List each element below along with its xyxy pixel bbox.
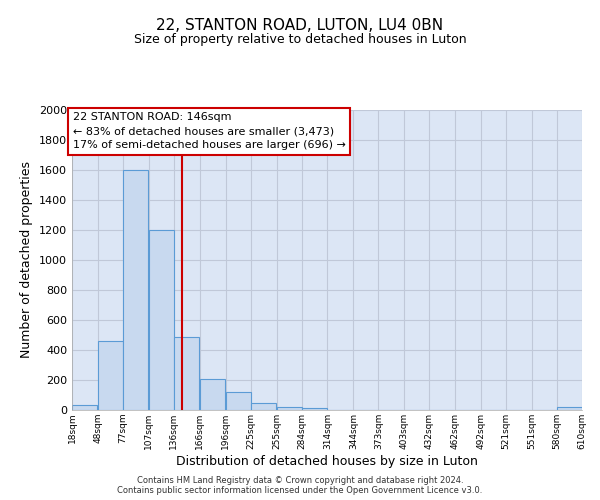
- Text: Size of property relative to detached houses in Luton: Size of property relative to detached ho…: [134, 32, 466, 46]
- Bar: [277, 407, 302, 410]
- Text: Contains public sector information licensed under the Open Government Licence v3: Contains public sector information licen…: [118, 486, 482, 495]
- Text: 22, STANTON ROAD, LUTON, LU4 0BN: 22, STANTON ROAD, LUTON, LU4 0BN: [157, 18, 443, 32]
- Bar: [251, 403, 275, 410]
- Bar: [174, 336, 199, 410]
- Bar: [98, 341, 123, 410]
- Bar: [302, 408, 326, 410]
- Y-axis label: Number of detached properties: Number of detached properties: [20, 162, 34, 358]
- Text: Contains HM Land Registry data © Crown copyright and database right 2024.: Contains HM Land Registry data © Crown c…: [137, 476, 463, 485]
- Bar: [123, 170, 148, 410]
- Bar: [149, 230, 174, 410]
- Bar: [557, 407, 582, 410]
- Bar: [72, 405, 97, 410]
- X-axis label: Distribution of detached houses by size in Luton: Distribution of detached houses by size …: [176, 454, 478, 468]
- Bar: [200, 378, 225, 410]
- Text: 22 STANTON ROAD: 146sqm
← 83% of detached houses are smaller (3,473)
17% of semi: 22 STANTON ROAD: 146sqm ← 83% of detache…: [73, 112, 346, 150]
- Bar: [226, 392, 251, 410]
